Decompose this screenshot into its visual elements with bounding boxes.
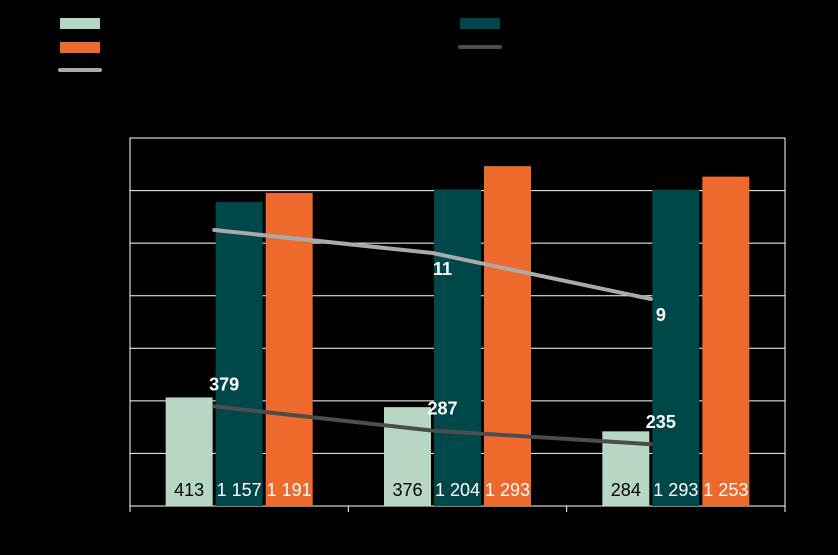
bar [215,201,263,507]
bar [265,192,313,507]
bar-data-label: 284 [611,480,641,500]
bar-data-label: 1 253 [703,480,748,500]
line-series [212,228,653,301]
line-data-label: 287 [427,399,457,419]
bar-data-label: 413 [174,480,204,500]
legend-swatch [60,42,100,53]
bar [702,176,750,506]
line-data-label: 235 [646,412,676,432]
line-data-label: 379 [209,374,239,394]
bar-data-label: 1 157 [217,480,262,500]
legend-swatch [460,18,500,29]
bar-data-label: 376 [392,480,422,500]
line-series [212,404,653,447]
legend-swatch [60,18,100,29]
bar-data-label: 1 191 [267,480,312,500]
bar [484,166,531,506]
bar [652,189,700,507]
bar-data-label: 1 204 [435,480,480,500]
bar-data-label: 1 293 [653,480,698,500]
line-data-label: 11 [433,259,452,279]
line-data-label: 9 [656,305,666,325]
bar [434,189,481,506]
bar-data-label: 1 293 [485,480,530,500]
bar [165,397,213,506]
bar [384,407,431,506]
